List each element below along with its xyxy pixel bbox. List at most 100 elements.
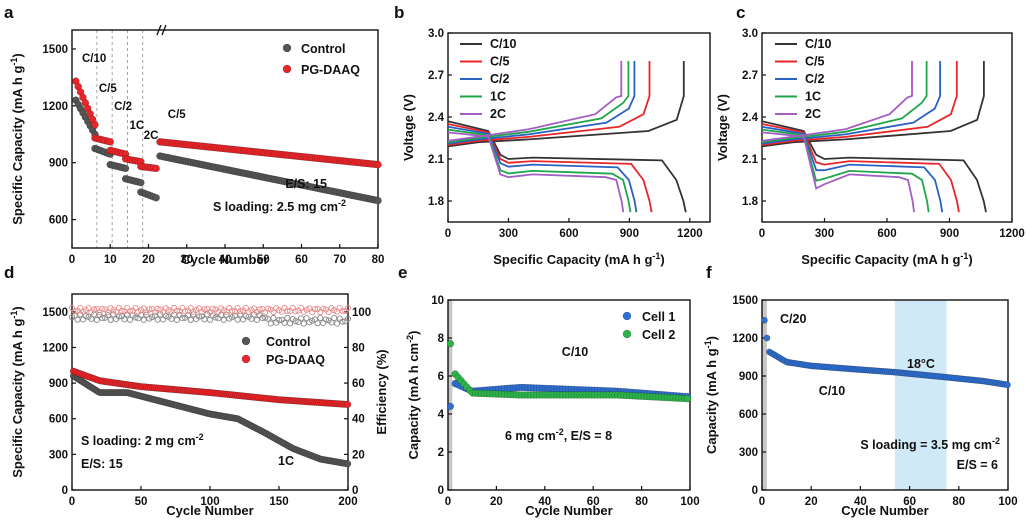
efficiency-point-control [317,314,324,321]
efficiency-point-control [333,320,341,327]
x-tick-label: 10 [104,254,117,266]
y-tick-label: 2.4 [742,112,759,124]
data-point-control [121,164,130,173]
y-tick-label: 1200 [732,333,758,345]
efficiency-point-control [322,316,329,323]
efficiency-point-pg-daaq [292,308,299,315]
efficiency-point-pg-daaq [179,304,186,311]
es-annotation: E/S: 15 [285,177,327,191]
y-tick-label: 900 [49,158,68,170]
legend-label: C/2 [805,72,825,86]
efficiency-point-control [328,319,335,326]
efficiency-point-pg-daaq [91,306,98,313]
y-tick-label: 1500 [42,307,68,319]
y2-tick-label: 0 [352,485,358,497]
charge-curve-2c [761,61,913,142]
efficiency-point-control [314,320,321,327]
efficiency-point-pg-daaq [209,305,216,312]
y-tick-label: 6 [438,371,444,383]
x-tick-label: 40 [854,496,867,508]
x-axis-label: Cycle Number [841,503,928,518]
y-tick-label: 300 [49,449,68,461]
efficiency-point-control [132,314,139,321]
legend-label-cell-2: Cell 2 [642,328,675,342]
panel-e: 0 20 40 60 80 100 0 2 4 6 8 10 Cell 1 Cell 2 C/10 6 mg … [431,295,699,518]
rate-label: C/2 [114,101,132,113]
y2-tick-label: 40 [352,414,365,426]
y-tick-label: 300 [739,447,758,459]
data-point-cell-2 [446,340,455,348]
legend-label-cell-1: Cell 1 [642,310,675,324]
efficiency-point-control [82,312,89,320]
x-axis-label: Cycle Number [525,503,612,518]
rate-label: 2C [144,130,159,142]
efficiency-point-control [248,315,255,322]
y-tick-label: 0 [752,485,758,497]
y-tick-label: 1.8 [742,196,759,208]
efficiency-point-pg-daaq [182,308,189,315]
efficiency-point-control [320,320,327,327]
loading-annotation: S loading: 2 mg cm-2 [81,432,204,448]
y-axis-label: Capacity (mA h cm-2) [405,331,421,460]
efficiency-point-control [267,320,274,327]
panel-letter-f: f [706,263,712,282]
x-tick-label: 80 [635,496,648,508]
x-tick-label: 0 [69,254,75,266]
y2-tick-label: 80 [352,342,365,354]
efficiency-point-control [240,316,247,323]
y2-tick-label: 100 [352,307,371,319]
y-axis-label: Voltage (V) [715,94,730,161]
legend-marker-cell-1 [622,311,632,321]
charge-curve-1c [447,61,630,144]
legend-marker-pg-daaq [241,354,251,364]
y-tick-label: 600 [739,409,758,421]
temperature-annotation: 18°C [907,357,935,371]
formation-cycle-band [448,300,453,490]
legend-label: C/10 [490,37,516,51]
x-tick-label: 900 [940,228,959,240]
efficiency-point-control [284,314,291,321]
efficiency-point-control [143,311,150,318]
efficiency-point-pg-daaq [201,306,208,313]
efficiency-point-pg-daaq [146,306,153,313]
efficiency-point-pg-daaq [320,305,327,312]
legend-label: C/5 [490,55,510,69]
data-point-pg-daaq [374,160,382,169]
legend-label-control: Control [266,335,310,349]
y-tick-label: 600 [49,414,68,426]
x-tick-label: 200 [338,496,357,508]
y-tick-label: 1500 [42,44,68,56]
efficiency-point-control [339,318,346,325]
efficiency-point-control [179,315,186,322]
x-tick-label: 50 [135,496,148,508]
efficiency-point-control [303,315,310,322]
y-tick-label: 1200 [42,342,68,354]
efficiency-point-pg-daaq [311,306,318,313]
data-point-pg-daaq [91,121,99,129]
y-tick-label: 4 [438,409,445,421]
legend-marker-control [241,336,251,346]
panel-d: 0 50 100 150 2000300600900120015000204060801… [42,293,389,518]
rate-label: 1C [129,120,144,132]
x-tick-label: 50 [257,254,270,266]
x-tick-label: 300 [815,228,834,240]
efficiency-point-control [253,316,260,324]
legend-label-control: Control [301,42,345,56]
efficiency-point-pg-daaq [317,309,324,316]
discharge-curve-c-2 [447,125,638,213]
y-tick-label: 2.1 [428,154,445,166]
rate-label: C/5 [99,83,118,95]
x-tick-label: 1200 [999,228,1025,240]
charge-curve-c-5 [761,61,958,146]
x-tick-label: 150 [269,496,288,508]
legend-marker-pg-daaq [282,64,292,74]
efficiency-point-pg-daaq [124,304,131,311]
y2-tick-label: 20 [352,449,365,461]
panel-c: 0 300 600 900 1200 1.8 2.1 2.4 2.7 3.0 C/10 C/5 C/2 1… [715,28,1025,240]
legend-label: 1C [490,90,506,104]
efficiency-point-control [344,315,352,322]
charge-curve-1c [761,61,928,144]
x-tick-label: 20 [805,496,818,508]
charge-curve-c-5 [447,61,651,146]
efficiency-point-pg-daaq [154,305,161,312]
